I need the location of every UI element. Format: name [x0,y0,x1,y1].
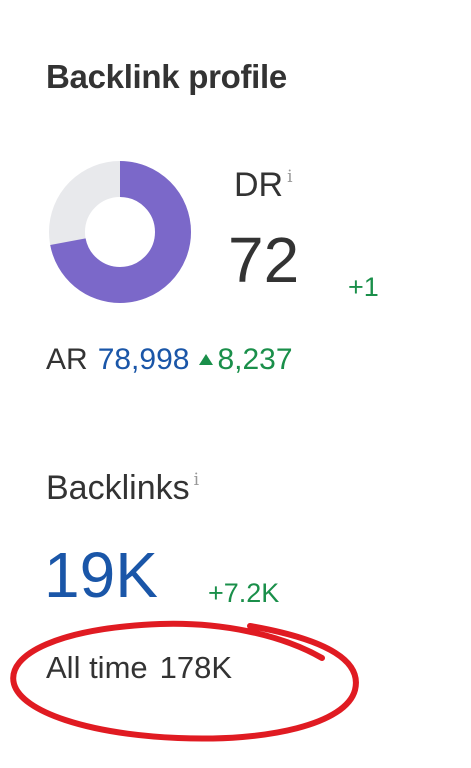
dr-donut-chart [49,161,191,303]
all-time-value[interactable]: 178K [159,650,233,685]
ar-delta: 8,237 [217,343,293,376]
backlinks-delta: +7.2K [208,578,280,608]
dr-label-row: DR i [234,166,293,205]
dr-value[interactable]: 72 [228,224,300,296]
all-time-label: All time [46,650,148,685]
triangle-up-icon [199,354,214,365]
widget-title: Backlink profile [46,58,287,95]
dr-info-icon[interactable]: i [287,167,293,187]
ar-row: AR 78,998 8,237 [46,343,293,377]
backlinks-info-icon[interactable]: i [193,470,200,490]
dr-donut-arc [49,161,191,303]
ar-value[interactable]: 78,998 [97,343,190,376]
backlinks-label-row: Backlinks i [46,469,199,508]
backlinks-label: Backlinks [46,469,190,507]
dr-delta: +1 [348,272,379,302]
ar-label: AR [46,343,88,376]
all-time-row: All time 178K [46,650,232,686]
backlinks-value[interactable]: 19K [44,539,158,611]
dr-label: DR [234,166,284,204]
